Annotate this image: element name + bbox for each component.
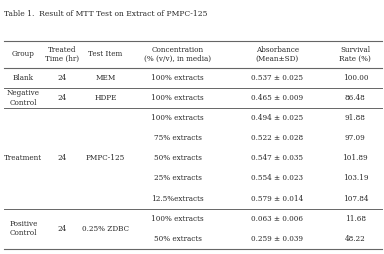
Text: 97.09: 97.09	[345, 134, 366, 142]
Text: 0.554 ± 0.023: 0.554 ± 0.023	[251, 174, 303, 182]
Text: 86.48: 86.48	[345, 94, 366, 102]
Text: Group: Group	[12, 50, 35, 58]
Text: 91.88: 91.88	[345, 114, 366, 122]
Text: 107.84: 107.84	[343, 195, 368, 203]
Text: Concentration
(% (v/v), in media): Concentration (% (v/v), in media)	[144, 45, 211, 63]
Text: 0.25% ZDBC: 0.25% ZDBC	[82, 225, 129, 233]
Text: 25% extracts: 25% extracts	[154, 174, 202, 182]
Text: 101.89: 101.89	[343, 154, 368, 162]
Text: Blank: Blank	[13, 74, 34, 82]
Text: Absorbance
(Mean±SD): Absorbance (Mean±SD)	[256, 45, 299, 63]
Text: HDPE: HDPE	[94, 94, 117, 102]
Text: 100% extracts: 100% extracts	[151, 94, 204, 102]
Text: 24: 24	[58, 94, 67, 102]
Text: 12.5%extracts: 12.5%extracts	[151, 195, 204, 203]
Text: 11.68: 11.68	[345, 215, 366, 223]
Text: 48.22: 48.22	[345, 235, 366, 243]
Text: Negative
Control: Negative Control	[7, 89, 40, 106]
Text: 100% extracts: 100% extracts	[151, 215, 204, 223]
Text: 24: 24	[58, 225, 67, 233]
Text: 75% extracts: 75% extracts	[154, 134, 202, 142]
Text: 103.19: 103.19	[343, 174, 368, 182]
Text: MEM: MEM	[95, 74, 116, 82]
Text: Test Item: Test Item	[88, 50, 123, 58]
Text: Treatment: Treatment	[4, 154, 42, 162]
Text: Positive
Control: Positive Control	[9, 220, 38, 237]
Text: 0.547 ± 0.035: 0.547 ± 0.035	[251, 154, 303, 162]
Text: Treated
Time (hr): Treated Time (hr)	[45, 45, 79, 63]
Text: 100.00: 100.00	[343, 74, 368, 82]
Text: 0.494 ± 0.025: 0.494 ± 0.025	[251, 114, 303, 122]
Text: 100% extracts: 100% extracts	[151, 74, 204, 82]
Text: 0.465 ± 0.009: 0.465 ± 0.009	[251, 94, 303, 102]
Text: 24: 24	[58, 74, 67, 82]
Text: 50% extracts: 50% extracts	[154, 154, 202, 162]
Text: Survival
Rate (%): Survival Rate (%)	[339, 45, 371, 63]
Text: 0.579 ± 0.014: 0.579 ± 0.014	[251, 195, 303, 203]
Text: 0.522 ± 0.028: 0.522 ± 0.028	[251, 134, 303, 142]
Text: 100% extracts: 100% extracts	[151, 114, 204, 122]
Text: 24: 24	[58, 154, 67, 162]
Text: Table 1.  Result of MTT Test on Extract of PMPC-125: Table 1. Result of MTT Test on Extract o…	[4, 10, 207, 18]
Text: 0.063 ± 0.006: 0.063 ± 0.006	[251, 215, 303, 223]
Text: PMPC-125: PMPC-125	[86, 154, 125, 162]
Text: 50% extracts: 50% extracts	[154, 235, 202, 243]
Text: 0.537 ± 0.025: 0.537 ± 0.025	[251, 74, 303, 82]
Text: 0.259 ± 0.039: 0.259 ± 0.039	[251, 235, 303, 243]
